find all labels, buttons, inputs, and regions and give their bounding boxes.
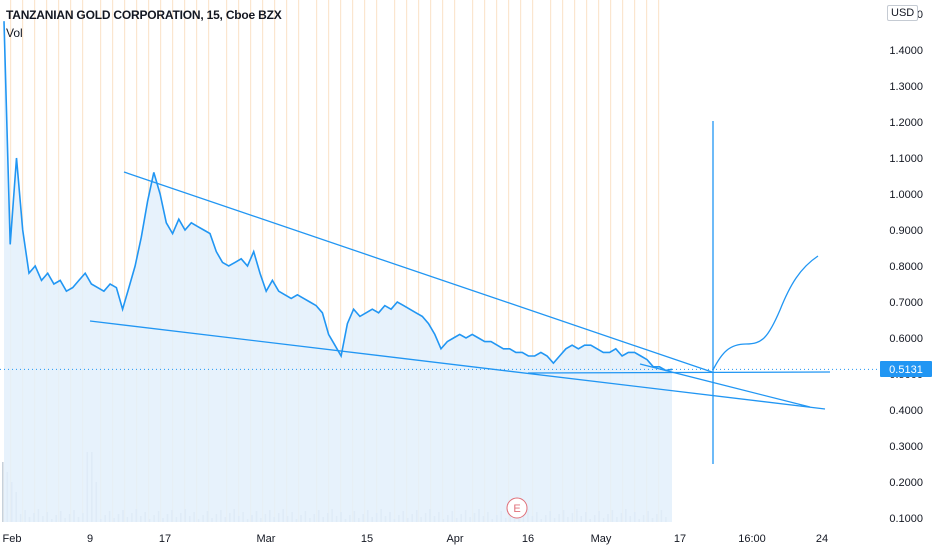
session-band-26 (340, 0, 342, 522)
session-band-17 (226, 0, 228, 522)
session-band-5 (70, 0, 72, 522)
session-band-27 (352, 0, 354, 522)
price-tick-2: 1.3000 (889, 81, 923, 93)
price-tick-5: 1.0000 (889, 189, 923, 201)
session-band-33 (430, 0, 432, 522)
session-band-32 (418, 0, 420, 522)
session-band-46 (598, 0, 600, 522)
time-axis[interactable]: Feb 9 17 Mar 15 Apr 16 May 17 16:00 24 (3, 533, 829, 545)
support-line[interactable] (527, 371, 831, 374)
time-tick-6: 16 (522, 533, 534, 545)
time-tick-1: 9 (87, 533, 93, 545)
time-tick-7: May (591, 533, 612, 545)
price-axis[interactable]: 1.50001.40001.30001.20001.10001.00000.90… (889, 9, 923, 525)
session-band-39 (508, 0, 510, 522)
price-tick-7: 0.8000 (889, 261, 923, 273)
session-band-7 (100, 0, 102, 522)
session-band-36 (472, 0, 474, 522)
volume-indicator-label[interactable]: Vol (6, 26, 23, 40)
price-tick-6: 0.9000 (889, 225, 923, 237)
price-tick-3: 1.2000 (889, 117, 923, 129)
volume-bar-0 (2, 462, 4, 522)
time-tick-3: Mar (257, 533, 276, 545)
session-band-51 (658, 0, 660, 522)
session-band-23 (298, 0, 300, 522)
symbol-title[interactable]: TANZANIAN GOLD CORPORATION, 15, Cboe BZX (6, 8, 282, 22)
time-tick-10: 24 (816, 533, 828, 545)
lower-trendline[interactable] (89, 320, 826, 410)
projection-curve[interactable] (712, 255, 819, 371)
session-band-44 (574, 0, 576, 522)
session-band-30 (394, 0, 396, 522)
session-band-21 (274, 0, 276, 522)
price-tick-13: 0.2000 (889, 477, 923, 489)
session-band-9 (124, 0, 126, 522)
time-tick-0: Feb (3, 533, 22, 545)
projection-line[interactable] (639, 363, 811, 408)
session-band-38 (496, 0, 498, 522)
trendline-drawings[interactable] (89, 121, 831, 464)
session-band-28 (364, 0, 366, 522)
price-tick-12: 0.3000 (889, 441, 923, 453)
session-band-6 (82, 0, 84, 522)
session-band-31 (406, 0, 408, 522)
price-tick-1: 1.4000 (889, 45, 923, 57)
upper-trendline[interactable] (123, 171, 713, 373)
session-band-48 (622, 0, 624, 522)
price-area-fill (4, 21, 672, 522)
session-band-50 (646, 0, 648, 522)
time-tick-2: 17 (159, 533, 171, 545)
session-band-20 (262, 0, 264, 522)
session-band-47 (610, 0, 612, 522)
price-tick-9: 0.6000 (889, 333, 923, 345)
price-tick-14: 0.1000 (889, 513, 923, 525)
session-band-40 (520, 0, 522, 522)
session-band-43 (562, 0, 564, 522)
session-band-24 (316, 0, 318, 522)
time-tick-8: 17 (674, 533, 686, 545)
last-price-label[interactable]: 0.5131 (880, 361, 932, 377)
price-tick-11: 0.4000 (889, 405, 923, 417)
time-tick-5: Apr (446, 533, 463, 545)
session-band-37 (484, 0, 486, 522)
session-band-35 (454, 0, 456, 522)
session-band-41 (532, 0, 534, 522)
session-band-25 (328, 0, 330, 522)
session-band-2 (34, 0, 36, 522)
currency-label[interactable]: USD (887, 5, 919, 21)
earnings-marker-label: E (513, 503, 520, 515)
earnings-marker[interactable]: E (506, 497, 528, 519)
session-band-8 (112, 0, 114, 522)
time-tick-9: 16:00 (738, 533, 766, 545)
price-tick-4: 1.1000 (889, 153, 923, 165)
session-band-42 (550, 0, 552, 522)
time-tick-4: 15 (361, 533, 373, 545)
session-band-29 (376, 0, 378, 522)
session-band-3 (46, 0, 48, 522)
session-band-22 (286, 0, 288, 522)
session-band-4 (58, 0, 60, 522)
session-band-45 (586, 0, 588, 522)
price-tick-8: 0.7000 (889, 297, 923, 309)
last-price-value: 0.5131 (889, 364, 923, 376)
session-band-34 (442, 0, 444, 522)
session-band-49 (634, 0, 636, 522)
